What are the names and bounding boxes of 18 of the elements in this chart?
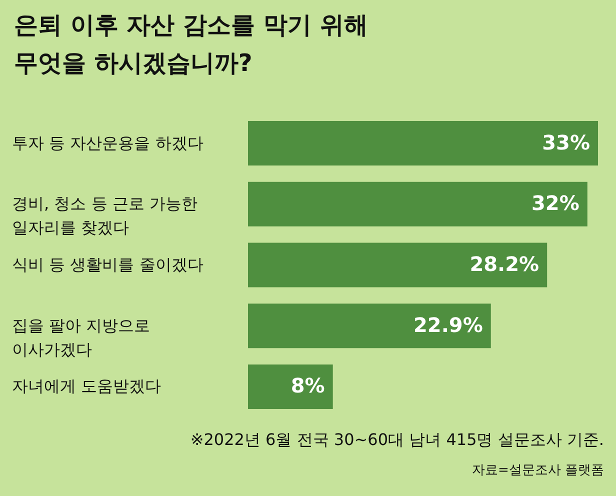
bar [248, 364, 333, 409]
text: ※2022년 6월 전국 30~60대 남녀 415명 설문조사 기준. [190, 430, 604, 449]
y-tick-label: 경비, 청소 등 근로 가능한 일자리를 찾겠다 [12, 194, 198, 238]
text: 자료=설문조사 플랫폼 [472, 463, 604, 478]
bar [248, 121, 598, 166]
chart-title: 은퇴 이후 자산 감소를 막기 위해 무엇을 하시겠습니까? [14, 11, 368, 77]
data-label: 32% [532, 191, 580, 216]
y-tick-label: 투자 등 자산운용을 하겠다 [12, 133, 204, 152]
data-label: 28.2% [470, 252, 540, 276]
y-tick-label: 자녀에게 도움받겠다 [12, 376, 162, 396]
y-tick-label: 집을 팔아 지방으로 이사가겠다 [12, 316, 150, 359]
bar [248, 242, 548, 288]
data-label: 22.9% [413, 312, 483, 337]
bar [248, 304, 491, 348]
bar [248, 182, 588, 226]
data-label: 8% [290, 374, 325, 398]
y-tick-label: 식비 등 생활비를 줄이겠다 [12, 255, 204, 274]
data-label: 33% [542, 130, 590, 154]
